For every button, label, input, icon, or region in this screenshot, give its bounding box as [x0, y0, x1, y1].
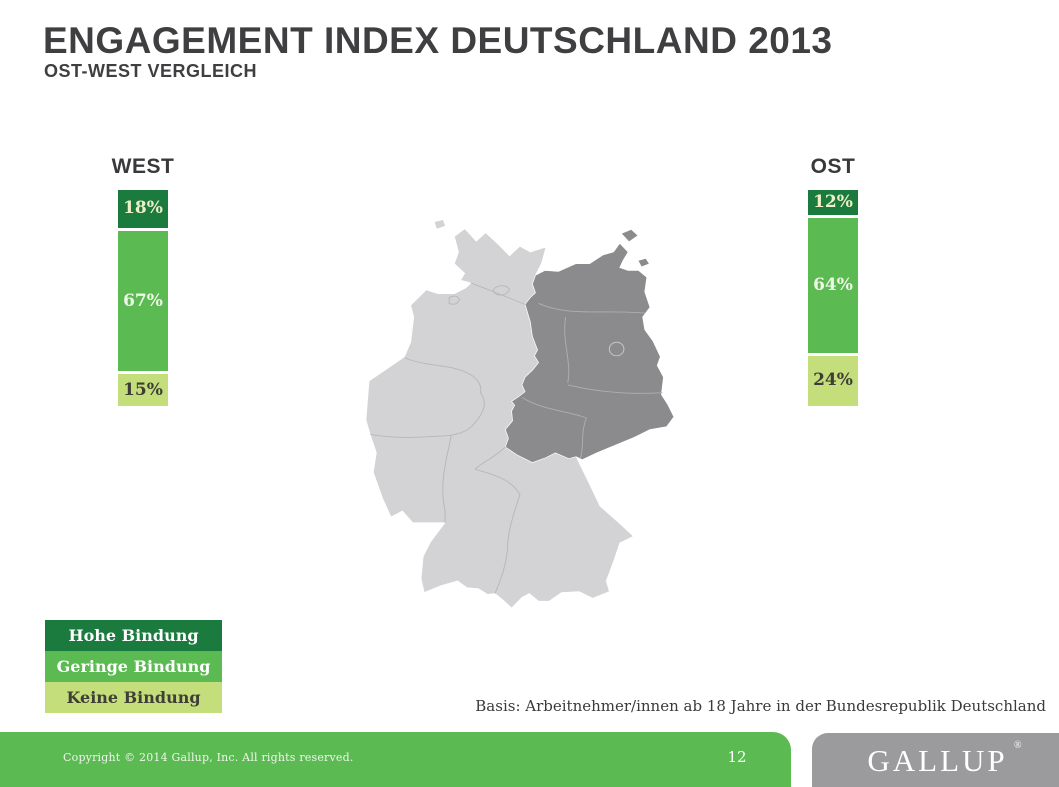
bar-segment-hohe-bindung: 12% [808, 190, 858, 216]
legend-item: Hohe Bindung [45, 620, 222, 651]
footer-bar [0, 732, 791, 787]
west-column: WEST 18% 67% 15% [112, 155, 174, 406]
bar-segment-keine-bindung: 24% [808, 355, 858, 406]
map-borders-west [370, 282, 526, 594]
ost-column: OST 12% 64% 24% [808, 155, 858, 406]
ost-column-label: OST [810, 155, 856, 178]
map-island-north-frisian [434, 220, 446, 229]
legend-item: Keine Bindung [45, 682, 222, 713]
chart-legend: Hohe Bindung Geringe Bindung Keine Bindung [45, 620, 222, 713]
map-borders-ost [521, 303, 663, 459]
gallup-logo: GALLUP ® [867, 740, 1021, 778]
west-column-label: WEST [111, 155, 175, 178]
map-island-ruegen [621, 229, 638, 242]
bar-value-label: 15% [123, 379, 163, 400]
map-island-usedom [638, 258, 649, 267]
bar-value-label: 67% [123, 290, 163, 311]
basis-note: Basis: Arbeitnehmer/innen ab 18 Jahre in… [475, 697, 1046, 715]
bar-segment-keine-bindung: 15% [118, 374, 168, 406]
bar-value-label: 64% [813, 274, 853, 295]
bar-value-label: 24% [813, 370, 853, 391]
legend-item: Geringe Bindung [45, 651, 222, 682]
germany-map-svg [365, 220, 675, 609]
bar-segment-geringe-bindung: 67% [118, 230, 168, 372]
bar-segment-geringe-bindung: 64% [808, 218, 858, 353]
west-stacked-bar: 18% 67% 15% [118, 190, 168, 406]
copyright-text: Copyright © 2014 Gallup, Inc. All rights… [63, 751, 354, 764]
bar-value-label: 12% [813, 192, 853, 213]
page-subtitle: OST-WEST VERGLEICH [44, 61, 258, 81]
page-title: ENGAGEMENT INDEX DEUTSCHLAND 2013 [43, 20, 833, 61]
bar-value-label: 18% [123, 198, 163, 219]
registered-mark-icon: ® [1014, 739, 1022, 751]
bar-segment-hohe-bindung: 18% [118, 190, 168, 228]
berlin-region [608, 341, 625, 357]
germany-map [365, 220, 678, 609]
gallup-logo-box: GALLUP ® [812, 733, 1059, 787]
ost-stacked-bar: 12% 64% 24% [808, 190, 858, 406]
gallup-logo-text: GALLUP [867, 742, 1008, 778]
page-number: 12 [727, 748, 747, 766]
